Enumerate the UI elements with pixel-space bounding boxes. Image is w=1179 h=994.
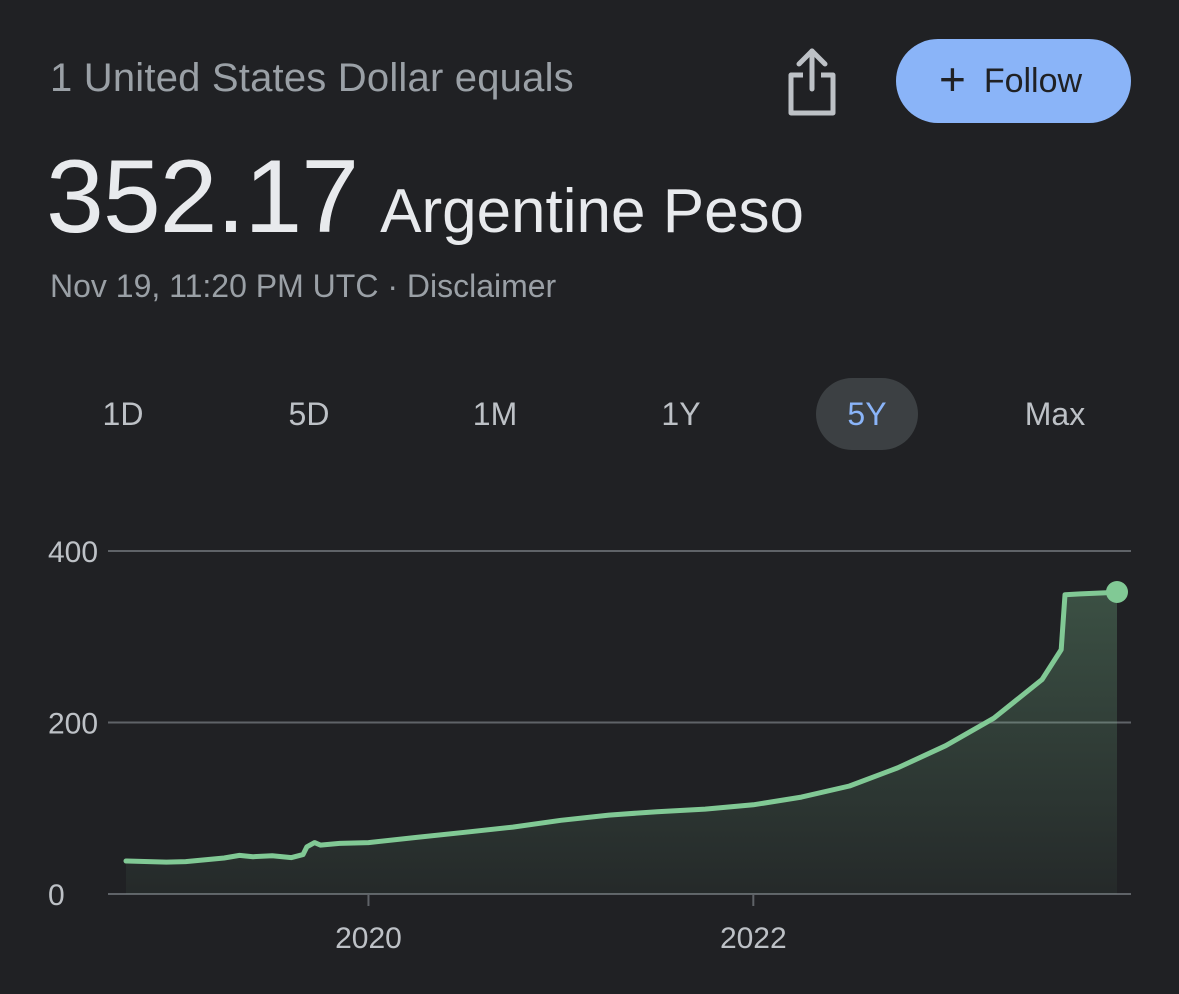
rate-value: 352.17 — [46, 139, 359, 255]
exchange-value: 352.17 Argentine Peso — [46, 138, 804, 257]
x-tick-label: 2022 — [720, 922, 787, 955]
current-value-point[interactable] — [1106, 581, 1128, 604]
x-tick-label: 2020 — [335, 922, 402, 955]
separator: · — [387, 268, 398, 304]
conversion-heading: 1 United States Dollar equals — [50, 56, 574, 100]
timestamp-line: Nov 19, 11:20 PM UTC · Disclaimer — [50, 268, 556, 305]
timestamp: Nov 19, 11:20 PM UTC — [50, 268, 379, 304]
y-tick-label: 0 — [48, 879, 65, 912]
follow-label: Follow — [983, 61, 1083, 100]
share-icon — [788, 48, 836, 116]
tab-max[interactable]: Max — [1024, 395, 1086, 432]
tab-5y[interactable]: 5Y — [816, 378, 918, 450]
tab-1y[interactable]: 1Y — [661, 395, 701, 432]
tab-5d[interactable]: 5D — [288, 395, 330, 432]
share-button[interactable] — [780, 44, 844, 120]
exchange-rate-chart: 0 200 400 2020 2022 — [48, 536, 1131, 955]
follow-button[interactable]: + Follow — [896, 39, 1131, 123]
disclaimer-link[interactable]: Disclaimer — [406, 268, 557, 304]
tab-1m[interactable]: 1M — [472, 395, 518, 432]
plus-icon: + — [938, 53, 966, 105]
series-line — [123, 589, 1120, 865]
currency-name: Argentine Peso — [380, 177, 805, 246]
range-tabs: 1D 5D 1M 1Y 5Y Max — [70, 378, 1150, 450]
series-area — [126, 592, 1117, 894]
y-tick-label: 400 — [48, 536, 98, 569]
tab-1d[interactable]: 1D — [102, 395, 144, 432]
y-tick-label: 200 — [48, 708, 98, 741]
